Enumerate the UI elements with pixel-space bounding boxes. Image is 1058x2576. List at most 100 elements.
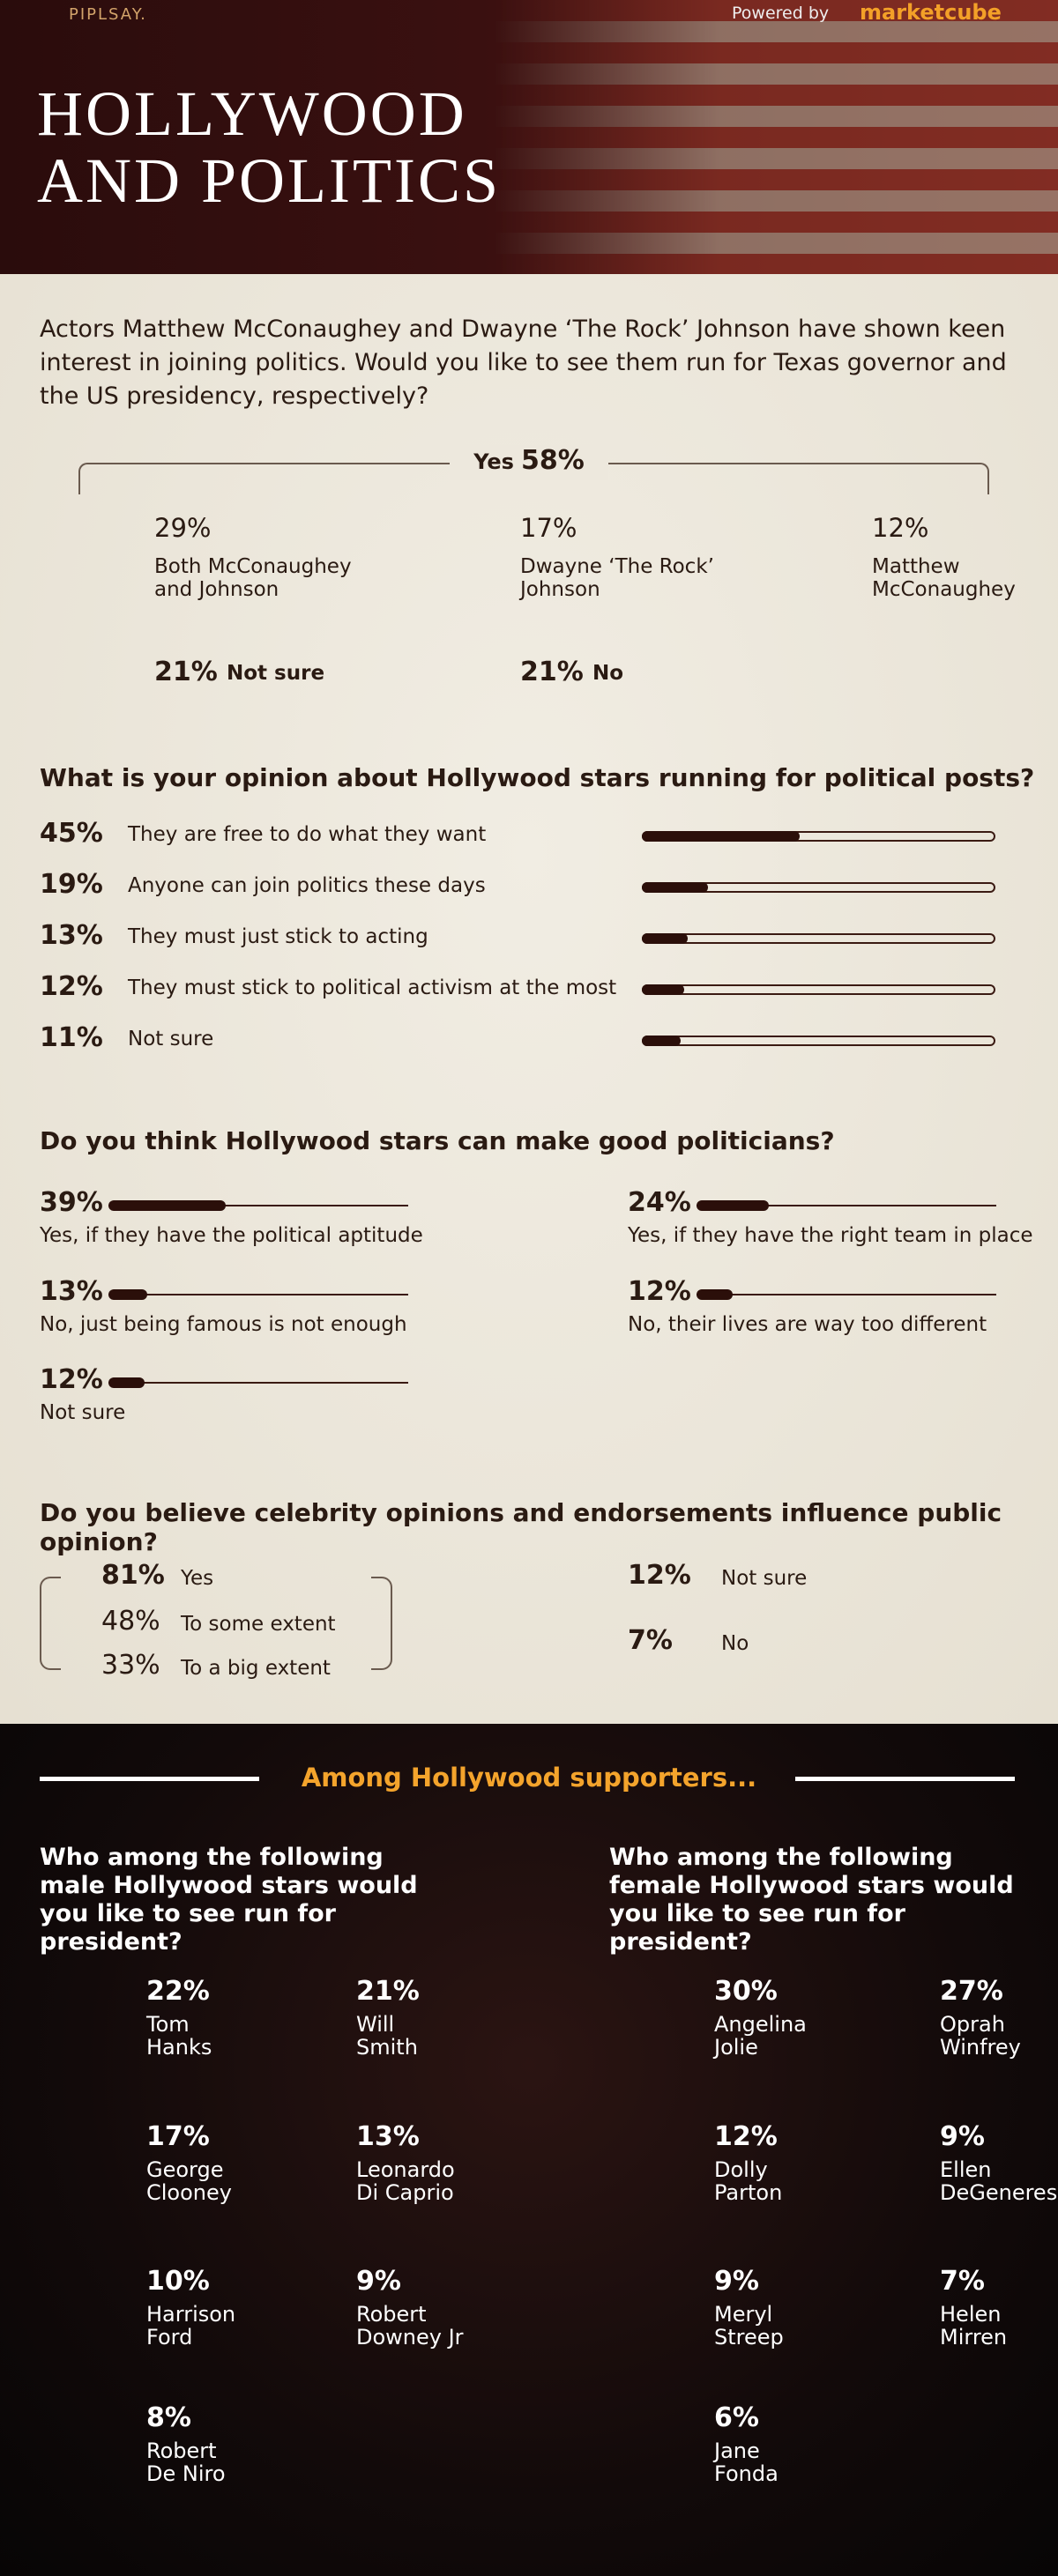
pct: 8%	[146, 2402, 191, 2433]
pct: 19%	[40, 869, 103, 900]
pct: 17%	[520, 513, 577, 543]
person-name: Dolly Parton	[714, 2157, 783, 2205]
brand: PIPLSAY.	[69, 5, 147, 24]
question: Actors Matthew McConaughey and Dwayne ‘T…	[40, 316, 1007, 410]
bracket-left	[40, 1577, 61, 1670]
question: Who among the following female Hollywood…	[609, 1844, 1014, 1956]
yes-box: Yes 58%	[450, 445, 608, 480]
bar	[642, 984, 684, 995]
bar-track	[642, 831, 995, 842]
bar-track	[697, 1289, 996, 1300]
pct: 45%	[40, 818, 103, 849]
question: What is your opinion about Hollywood sta…	[40, 763, 1035, 792]
bar	[108, 1289, 148, 1300]
pct: 9%	[714, 2266, 759, 2297]
person-name: Will Smith	[356, 2012, 418, 2060]
bar-track	[108, 1377, 408, 1388]
pct: 12%	[628, 1560, 691, 1591]
bar	[697, 1200, 769, 1211]
bracket-right	[371, 1577, 392, 1670]
option-text: They are free to do what they want	[128, 823, 487, 846]
pct: 9%	[356, 2266, 401, 2297]
person-name: Harrison Ford	[146, 2302, 236, 2350]
pct: 21%	[520, 657, 584, 687]
option-text: They must stick to political activism at…	[128, 976, 617, 999]
person-name: Robert De Niro	[146, 2439, 226, 2486]
pct: 33%	[101, 1650, 160, 1681]
option-label: Dwayne ‘The Rock’ Johnson	[520, 555, 714, 601]
bar	[642, 831, 800, 842]
pct: 12%	[872, 513, 929, 543]
bar	[642, 1036, 681, 1046]
title-line: HOLLYWOOD	[37, 78, 467, 149]
person-name: Robert Downey Jr	[356, 2302, 464, 2350]
question: Who among the following male Hollywood s…	[40, 1844, 418, 1956]
pct: 12%	[628, 1276, 691, 1307]
pct: 30%	[714, 1976, 778, 2007]
option-label: Matthew McConaughey	[872, 555, 1016, 601]
bar-track	[642, 1036, 995, 1046]
person-name: Leonardo Di Caprio	[356, 2157, 455, 2205]
flag-backdrop	[494, 0, 1058, 274]
option-text: Not sure	[721, 1567, 808, 1590]
option-text: No	[721, 1632, 749, 1655]
bar-track	[642, 984, 995, 995]
option-text: Yes	[181, 1567, 214, 1590]
bar	[642, 933, 688, 944]
section-heading: Among Hollywood supporters...	[301, 1763, 757, 1793]
person-name: Ellen DeGeneres	[940, 2157, 1058, 2205]
bar-track	[697, 1200, 996, 1211]
person-name: Meryl Streep	[714, 2302, 784, 2350]
pct: 81%	[101, 1560, 165, 1591]
person-name: George Clooney	[146, 2157, 232, 2205]
option-text: No, their lives are way too different	[628, 1313, 987, 1336]
option-text: Yes, if they have the political aptitude	[40, 1224, 423, 1247]
pct: 11%	[40, 1022, 103, 1053]
yes-label: Yes	[473, 449, 514, 474]
question: Do you think Hollywood stars can make go…	[40, 1126, 835, 1155]
pct: 29%	[154, 513, 212, 543]
pct: 13%	[40, 1276, 103, 1307]
option-label: Both McConaughey and Johnson	[154, 555, 352, 601]
bar	[697, 1289, 733, 1300]
option-label: Not sure	[227, 662, 325, 685]
pct: 21%	[356, 1976, 420, 2007]
bar-track	[108, 1200, 408, 1211]
option-text: No, just being famous is not enough	[40, 1313, 407, 1336]
pct: 22%	[146, 1976, 210, 2007]
pct: 10%	[146, 2266, 210, 2297]
rule	[40, 1777, 259, 1781]
option-text: Not sure	[40, 1401, 126, 1424]
bar	[108, 1200, 226, 1211]
pct: 6%	[714, 2402, 759, 2433]
partner: marketcube	[860, 0, 1002, 25]
bar-track	[642, 882, 995, 893]
option-text: They must just stick to acting	[128, 925, 428, 948]
question: Do you believe celebrity opinions and en…	[40, 1498, 1002, 1556]
option-text: Not sure	[128, 1028, 214, 1050]
pct: 7%	[940, 2266, 985, 2297]
pct: 7%	[628, 1625, 673, 1656]
bar-track	[642, 933, 995, 944]
option-label: No	[592, 662, 624, 685]
pct: 13%	[356, 2121, 420, 2152]
pct: 17%	[146, 2121, 210, 2152]
pct: 27%	[940, 1976, 1003, 2007]
person-name: Tom Hanks	[146, 2012, 212, 2060]
yes-pct: 58%	[520, 445, 585, 476]
pct: 48%	[101, 1606, 160, 1637]
pct: 12%	[40, 1364, 103, 1395]
option-text: To a big extent	[181, 1657, 331, 1680]
powered-by: Powered by	[732, 4, 830, 23]
bar-track	[108, 1289, 408, 1300]
person-name: Helen Mirren	[940, 2302, 1008, 2350]
supporters-panel	[0, 1724, 1058, 2576]
option-text: Yes, if they have the right team in plac…	[628, 1224, 1033, 1247]
pct: 13%	[40, 920, 103, 951]
bar	[642, 882, 709, 893]
option-text: To some extent	[181, 1613, 336, 1636]
pct: 12%	[714, 2121, 778, 2152]
option-text: Anyone can join politics these days	[128, 874, 486, 897]
pct: 12%	[40, 971, 103, 1002]
pct: 9%	[940, 2121, 985, 2152]
